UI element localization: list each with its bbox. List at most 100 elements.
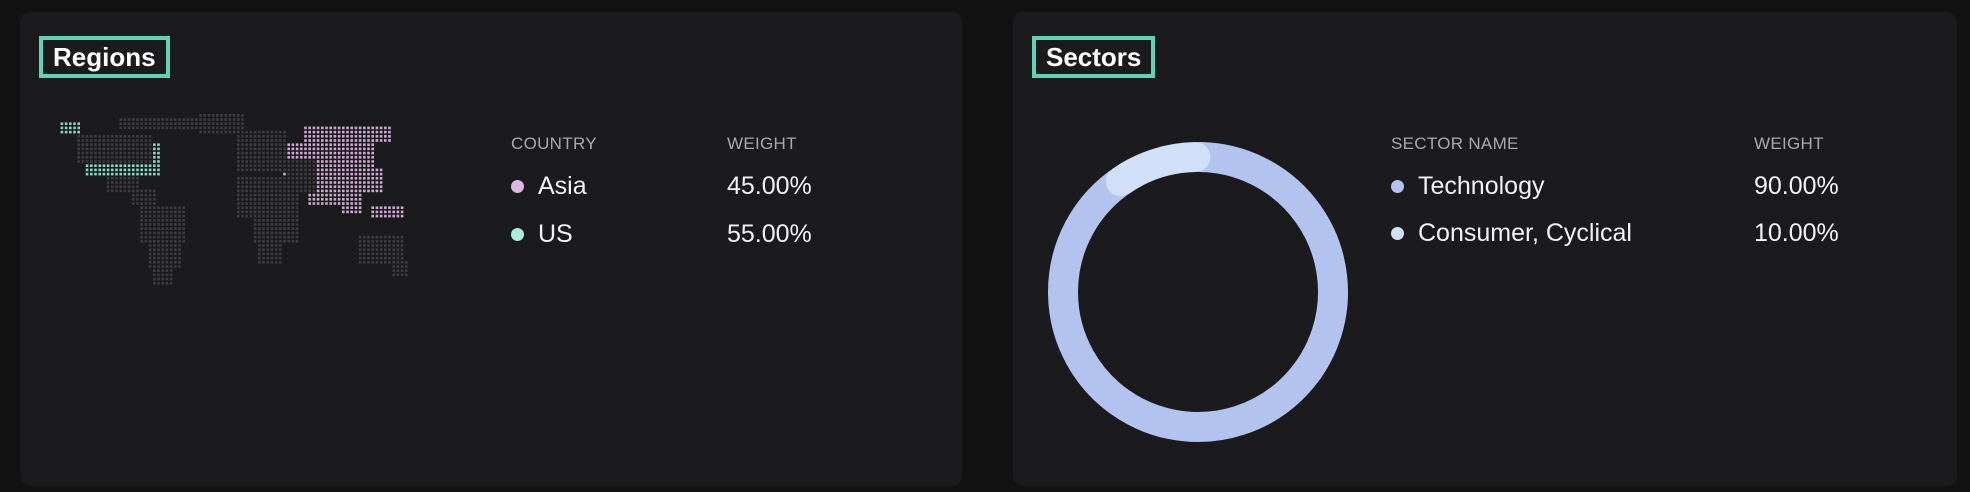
- map-dot: [279, 198, 282, 201]
- map-dot: [375, 252, 379, 256]
- map-dot: [115, 139, 118, 142]
- map-dot: [316, 160, 320, 163]
- map-dot: [237, 135, 240, 138]
- map-dot: [358, 198, 362, 201]
- map-dot: [325, 202, 328, 205]
- map-dot: [85, 156, 89, 159]
- map-dot: [346, 135, 349, 138]
- map-dot: [287, 223, 290, 226]
- sectors-card: Sectors SECTOR NAME WEIGHT Technology 90…: [1013, 12, 1957, 486]
- map-dot: [111, 164, 114, 167]
- map-dot: [312, 189, 316, 193]
- map-dot: [321, 147, 324, 151]
- map-dot: [342, 172, 345, 176]
- map-dot: [169, 277, 173, 281]
- map-dot: [346, 156, 349, 159]
- map-dot: [258, 223, 261, 226]
- map-dot: [388, 248, 391, 251]
- map-dot: [308, 151, 311, 155]
- map-dot: [237, 206, 240, 209]
- map-dot: [279, 210, 282, 214]
- map-dot: [279, 231, 282, 235]
- map-dot: [148, 139, 152, 142]
- map-dot: [350, 185, 353, 188]
- map-dot: [102, 172, 106, 176]
- map-dot: [379, 139, 383, 142]
- map-dot: [249, 214, 253, 218]
- map-dot: [85, 135, 89, 138]
- map-dot: [266, 223, 269, 226]
- map-dot: [106, 189, 110, 193]
- map-dot: [81, 135, 85, 138]
- map-dot: [258, 252, 261, 256]
- map-dot: [253, 235, 257, 239]
- map-dot: [224, 130, 227, 134]
- map-dot: [266, 219, 269, 222]
- map-dot: [85, 151, 89, 155]
- map-dot: [295, 210, 299, 214]
- map-dot: [283, 164, 286, 167]
- map-dot: [245, 130, 248, 134]
- map-dot: [325, 156, 328, 159]
- map-dot: [295, 185, 299, 188]
- map-dot: [123, 126, 127, 130]
- map-dot: [270, 147, 274, 151]
- map-dot: [132, 177, 135, 180]
- map-dot: [153, 126, 156, 130]
- map-dot: [132, 126, 135, 130]
- map-dot: [274, 252, 278, 256]
- map-dot: [169, 265, 173, 268]
- map-dot: [346, 164, 349, 167]
- map-dot: [165, 248, 169, 251]
- map-dot: [333, 147, 337, 151]
- map-dot: [379, 135, 383, 138]
- map-dot: [321, 156, 324, 159]
- map-dot: [358, 147, 362, 151]
- map-dot: [304, 143, 307, 146]
- map-dot: [207, 114, 211, 117]
- map-dot: [169, 231, 173, 235]
- map-dot: [119, 172, 122, 176]
- map-dot: [119, 126, 122, 130]
- map-dot: [123, 177, 127, 180]
- map-dot: [371, 189, 374, 193]
- map-dot: [358, 168, 362, 172]
- map-dot: [249, 202, 253, 205]
- map-dot: [169, 122, 173, 125]
- map-dot: [211, 122, 215, 125]
- map-dot: [371, 130, 374, 134]
- map-dot: [203, 122, 206, 125]
- map-dot: [316, 168, 320, 172]
- map-dot: [98, 172, 101, 176]
- map-dot: [371, 172, 374, 176]
- map-dot: [379, 130, 383, 134]
- map-dot: [174, 223, 177, 226]
- map-dot: [325, 189, 328, 193]
- map-dot: [123, 143, 127, 146]
- map-dot: [90, 172, 93, 176]
- map-dot: [279, 202, 282, 205]
- map-dot: [237, 181, 240, 184]
- map-dot: [358, 139, 362, 142]
- map-dot: [363, 147, 366, 151]
- map-dot: [241, 198, 244, 201]
- map-dot: [111, 147, 114, 151]
- map-dot: [111, 189, 114, 193]
- map-dot: [153, 244, 156, 247]
- map-dot: [329, 135, 332, 138]
- map-dot: [102, 164, 106, 167]
- map-dot: [148, 248, 152, 251]
- map-dot: [325, 168, 328, 172]
- map-dot: [363, 130, 366, 134]
- map-dot: [186, 118, 190, 121]
- map-dot: [329, 172, 332, 176]
- map-dot: [308, 168, 311, 172]
- map-dot: [358, 185, 362, 188]
- map-dot: [123, 156, 127, 159]
- map-dot: [346, 172, 349, 176]
- map-dot: [148, 214, 152, 218]
- map-dot: [258, 177, 261, 180]
- map-dot: [249, 160, 253, 163]
- map-dot: [165, 265, 169, 268]
- map-dot: [262, 223, 265, 226]
